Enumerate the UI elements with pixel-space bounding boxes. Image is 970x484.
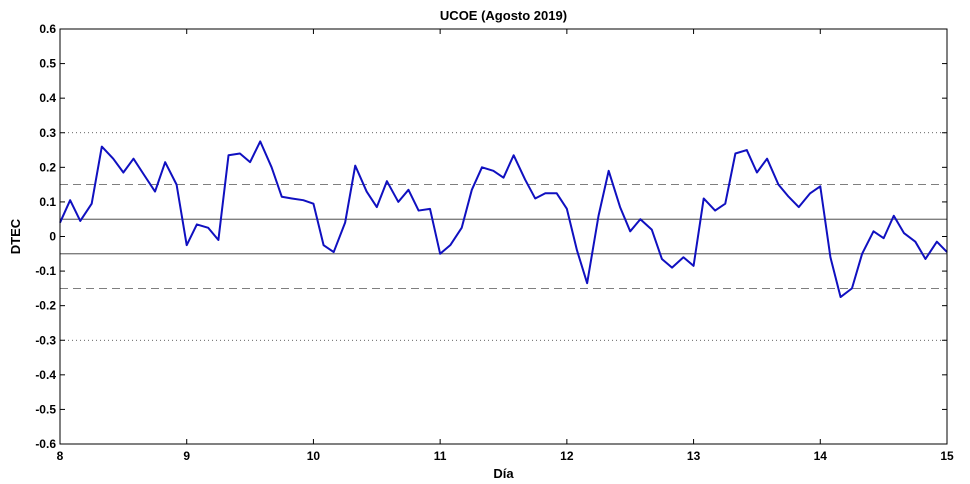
y-tick-label: 0.4 [39, 91, 56, 105]
x-tick-label: 13 [687, 449, 701, 463]
y-tick-label: 0.6 [39, 22, 56, 36]
reference-lines [60, 132, 947, 341]
x-tick-label: 12 [560, 449, 574, 463]
y-tick-label: 0 [49, 230, 56, 244]
series-line [59, 140, 948, 299]
y-tick-label: 0.1 [39, 195, 56, 209]
y-tick-label: -0.3 [35, 333, 56, 347]
x-tick-label: 11 [434, 449, 447, 463]
x-tick-label: 15 [940, 449, 954, 463]
y-tick-label: 0.3 [39, 126, 56, 140]
y-tick-label: 0.5 [39, 57, 56, 71]
y-axis-label: DTEC [8, 218, 23, 254]
y-tick-label: -0.6 [35, 437, 56, 451]
y-tick-label: -0.5 [35, 402, 56, 416]
x-axis: 8 9 10 11 12 13 14 15 [57, 29, 954, 463]
x-tick-label: 8 [57, 449, 64, 463]
x-tick-label: 14 [814, 449, 828, 463]
series-group [59, 140, 948, 299]
x-tick-label: 10 [307, 449, 321, 463]
plot-area-background [60, 29, 947, 444]
y-axis: -0.6 -0.5 -0.4 -0.3 -0.2 -0.1 0 0.1 0.2 0.3 0.4 0.5… [35, 22, 947, 451]
chart-title: UCOE (Agosto 2019) [440, 8, 567, 23]
y-tick-label: 0.2 [39, 160, 56, 174]
y-tick-label: -0.2 [35, 299, 56, 313]
x-tick-label: 9 [183, 449, 190, 463]
x-axis-label: Día [493, 466, 514, 481]
y-tick-label: -0.4 [35, 368, 56, 382]
y-tick-label: -0.1 [35, 264, 56, 278]
